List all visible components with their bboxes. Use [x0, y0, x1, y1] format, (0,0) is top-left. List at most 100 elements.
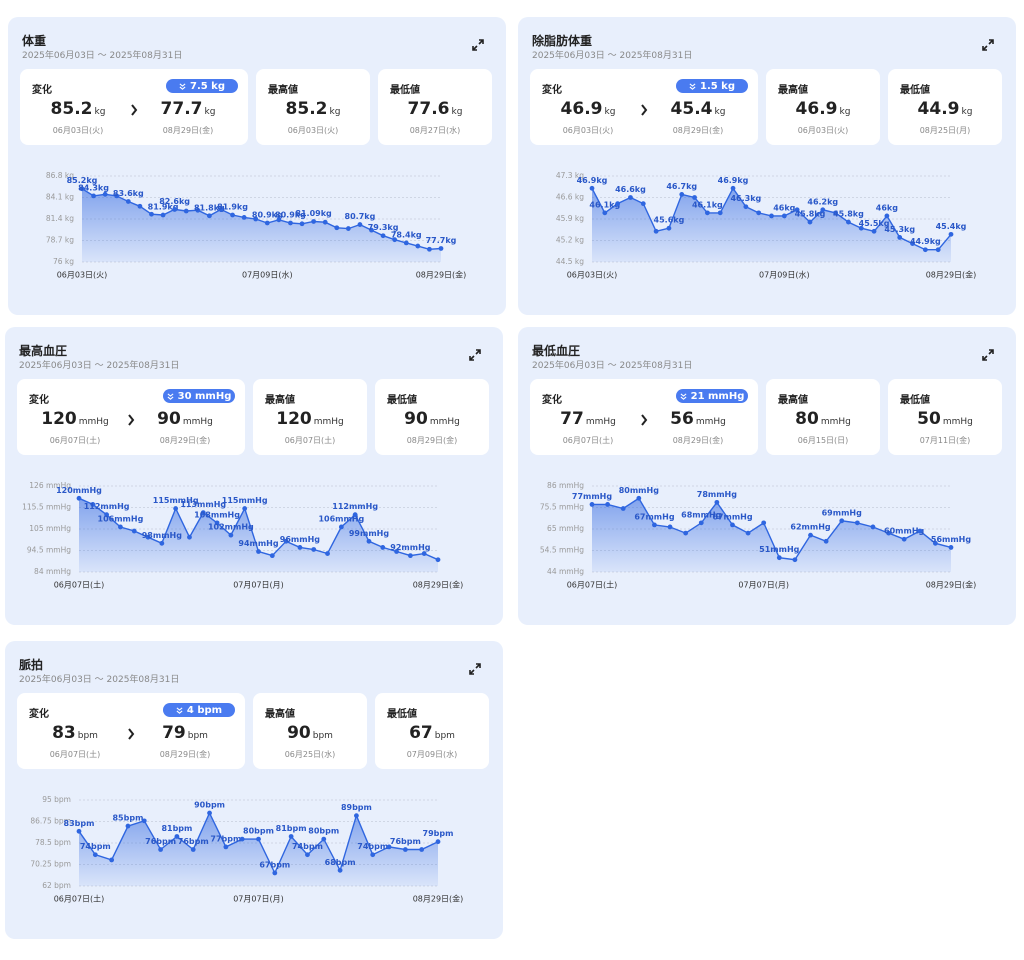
y-tick-label: 81.4 kg: [46, 214, 74, 223]
expand-glyph: [472, 39, 484, 51]
card-title: 脈拍: [19, 658, 44, 672]
point: [173, 506, 179, 511]
area: [82, 188, 441, 262]
to-number: 77.7: [160, 99, 203, 119]
value-label: 62mmHg: [790, 523, 831, 532]
point: [283, 538, 289, 544]
point: [652, 522, 657, 528]
card: 最高血圧 2025年06月03日 〜 2025年08月31日 変化 30 mmHg 12…: [5, 327, 503, 625]
point: [230, 212, 235, 218]
point: [272, 870, 278, 876]
expand-glyph: [982, 349, 994, 361]
value-label: 81.09kg: [295, 209, 332, 218]
to-value: 79 bpm: [135, 723, 235, 743]
min-unit: kg: [451, 107, 463, 117]
x-tick-label: 06月07日(土): [54, 894, 105, 904]
value-label: 79bpm: [423, 829, 454, 838]
expand-glyph: [469, 349, 481, 361]
point: [366, 538, 372, 544]
value-label: 92mmHg: [390, 543, 431, 552]
max-number: 120: [276, 409, 312, 429]
point: [407, 553, 413, 559]
min-value: 77.6 kg: [378, 99, 492, 119]
point: [419, 847, 425, 852]
value-label: 81.9kg: [148, 203, 179, 212]
point: [338, 524, 344, 530]
point: [833, 210, 839, 216]
point: [683, 530, 689, 536]
chevron-glyph: [176, 706, 183, 714]
to-number: 90: [157, 409, 181, 429]
value-label: 69mmHg: [822, 508, 863, 517]
point: [369, 227, 374, 233]
min-box: 最低値 67 bpm 07月09日(水): [375, 693, 489, 769]
expand-icon[interactable]: [472, 39, 484, 51]
point: [102, 191, 108, 197]
value-label: 78.4kg: [391, 230, 422, 239]
chevron-icon: [179, 82, 186, 90]
point: [305, 852, 310, 858]
point: [311, 547, 317, 552]
value-label: 106mmHg: [318, 514, 364, 523]
change-box: 変化 4 bpm 83 bpm 06月07日(土) 79 bpm 08月29日(金): [17, 693, 245, 769]
value-label: 83bpm: [64, 819, 95, 828]
expand-icon[interactable]: [469, 663, 481, 675]
point: [776, 555, 782, 561]
value-label: 74bpm: [80, 842, 111, 851]
value-label: 45.6kg: [654, 216, 685, 225]
value-label: 99mmHg: [349, 529, 390, 538]
point: [756, 210, 762, 216]
y-tick-label: 44.5 kg: [556, 257, 584, 266]
value-label: 89bpm: [341, 803, 372, 812]
value-label: 46.9kg: [577, 176, 608, 185]
value-label: 45.4kg: [936, 222, 967, 231]
point: [337, 867, 343, 873]
arrow-icon: [128, 728, 135, 740]
value-label: 67mmHg: [712, 512, 753, 521]
max-value: 46.9 kg: [766, 99, 880, 119]
x-tick-label: 07月09日(水): [759, 270, 810, 280]
expand-icon[interactable]: [469, 349, 481, 361]
from-date: 06月03日(火): [52, 126, 104, 135]
max-number: 80: [795, 409, 819, 429]
y-tick-label: 86.75 bpm: [30, 817, 71, 826]
area: [592, 498, 951, 572]
x-tick-label: 08月29日(金): [926, 270, 977, 280]
value-label: 68bpm: [325, 858, 356, 867]
value-label: 80.9kg: [275, 210, 306, 219]
area: [592, 188, 951, 262]
value-label: 81.8kg: [194, 203, 225, 212]
min-value: 50 mmHg: [888, 409, 1002, 429]
point: [190, 847, 196, 852]
expand-icon[interactable]: [982, 39, 994, 51]
value-label: 44.9kg: [910, 237, 941, 246]
min-number: 77.6: [407, 99, 450, 119]
point: [92, 852, 98, 858]
to-value: 56 mmHg: [648, 409, 748, 429]
point: [354, 813, 359, 819]
expand-icon[interactable]: [982, 349, 994, 361]
max-box: 最高値 46.9 kg 06月03日(火): [766, 69, 880, 145]
card-subtitle: 2025年06月03日 〜 2025年08月31日: [22, 51, 183, 61]
point: [403, 240, 409, 246]
value-label: 106mmHg: [98, 514, 144, 523]
point: [118, 524, 123, 530]
point: [200, 510, 206, 516]
value-label: 45.8kg: [833, 210, 864, 219]
min-date: 08月27日(水): [409, 126, 461, 135]
card: 最低血圧 2025年06月03日 〜 2025年08月31日 変化 21 mmHg 77…: [518, 327, 1016, 625]
point: [114, 193, 120, 199]
point: [91, 193, 96, 199]
max-value: 85.2 kg: [256, 99, 370, 119]
y-tick-label: 78.5 bpm: [35, 838, 71, 847]
value-label: 74bpm: [357, 842, 388, 851]
value-label: 80bpm: [243, 827, 274, 836]
value-label: 80mmHg: [619, 486, 660, 495]
point: [187, 534, 192, 540]
expand-glyph: [982, 39, 994, 51]
x-tick-label: 08月29日(金): [926, 580, 977, 590]
min-label: 最低値: [387, 395, 417, 406]
from-value: 77 mmHg: [538, 409, 638, 429]
